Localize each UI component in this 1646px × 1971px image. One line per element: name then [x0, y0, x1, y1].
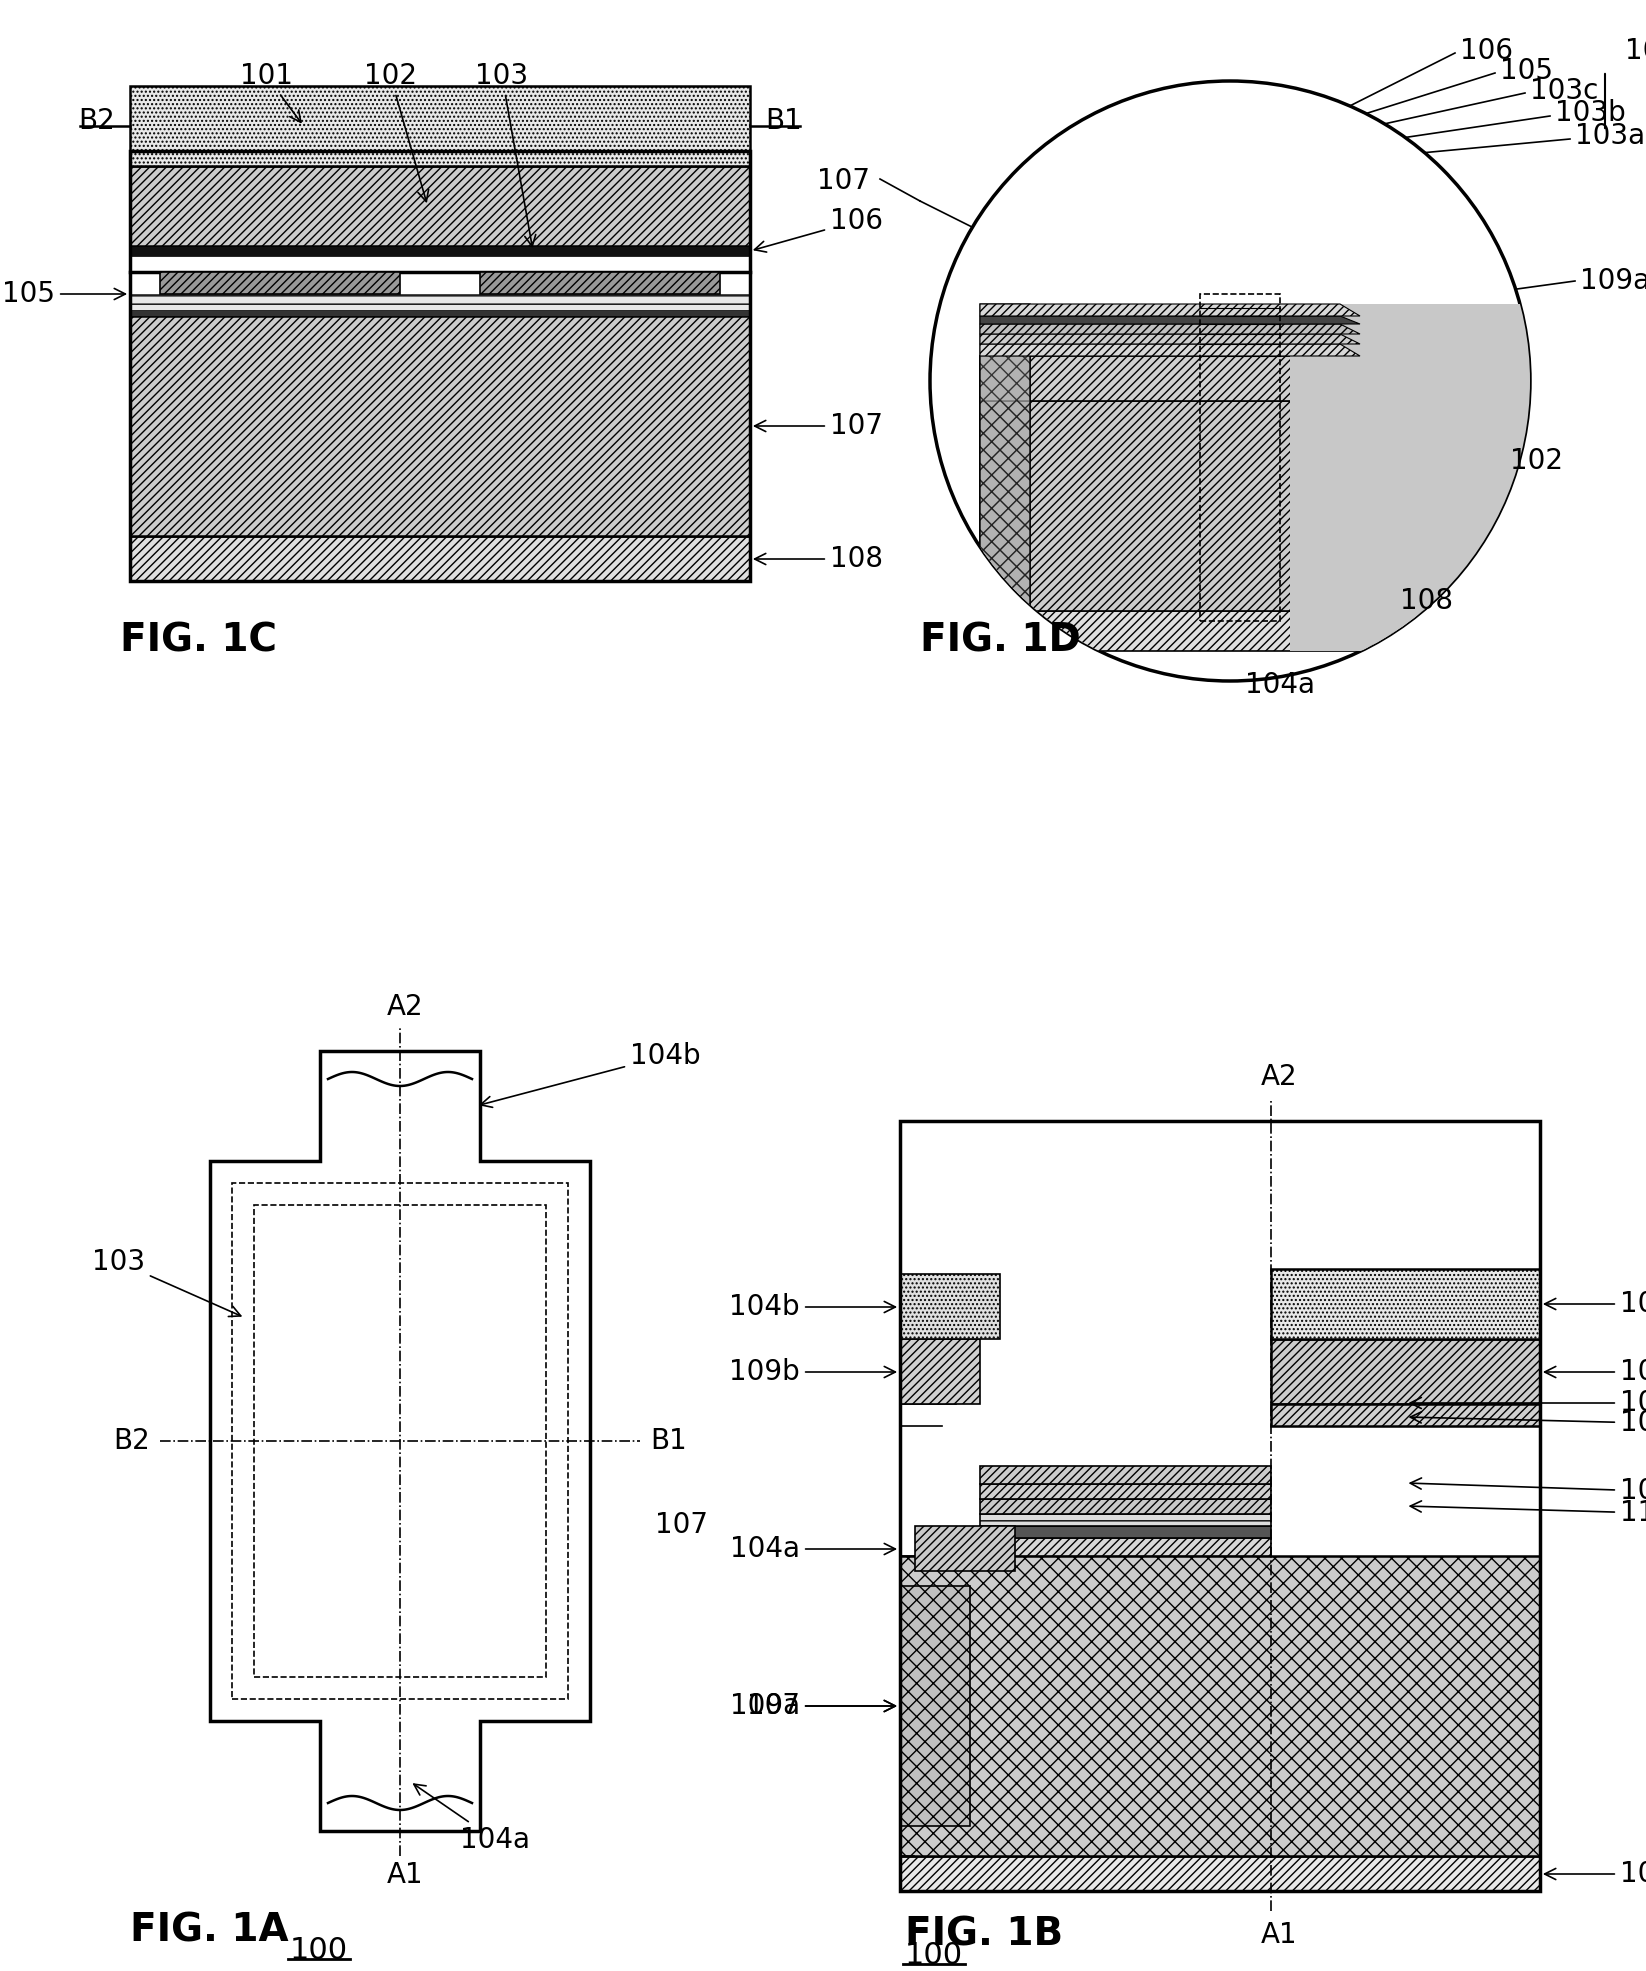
Text: 102: 102 — [1544, 1358, 1646, 1386]
Text: FIG. 1B: FIG. 1B — [905, 1916, 1063, 1953]
Bar — [130, 246, 751, 256]
Text: 107: 107 — [816, 168, 871, 195]
Bar — [130, 87, 751, 166]
Text: A2: A2 — [1261, 1062, 1297, 1092]
Bar — [979, 1500, 1271, 1514]
Text: 109a: 109a — [729, 1691, 895, 1721]
Bar — [130, 152, 751, 581]
Polygon shape — [1290, 304, 1531, 650]
Text: 103: 103 — [1625, 37, 1646, 65]
Text: 105: 105 — [2, 280, 125, 307]
Text: FIG. 1D: FIG. 1D — [920, 621, 1081, 658]
Text: B1: B1 — [650, 1427, 686, 1455]
Bar — [1271, 1403, 1541, 1425]
Polygon shape — [979, 333, 1360, 345]
Polygon shape — [979, 315, 1360, 323]
Bar — [900, 1121, 1541, 1890]
Bar — [130, 315, 751, 536]
Bar — [915, 1526, 1016, 1571]
Text: 104a: 104a — [1244, 670, 1315, 700]
Bar — [1271, 1338, 1541, 1403]
Polygon shape — [979, 345, 1360, 357]
Text: 107: 107 — [754, 412, 882, 440]
Bar — [900, 1555, 1541, 1857]
Text: 103a: 103a — [1575, 122, 1644, 150]
Polygon shape — [211, 1051, 589, 1831]
Text: A1: A1 — [1261, 1922, 1297, 1949]
Text: 107: 107 — [747, 1691, 895, 1721]
Text: 103b: 103b — [1555, 99, 1626, 126]
Polygon shape — [979, 323, 1360, 333]
Polygon shape — [979, 304, 1360, 315]
Text: 109a: 109a — [1580, 266, 1646, 296]
Text: B2: B2 — [114, 1427, 150, 1455]
Bar — [481, 272, 719, 294]
Polygon shape — [979, 400, 1030, 611]
Text: 109b: 109b — [729, 1358, 895, 1386]
Text: 106: 106 — [1460, 37, 1513, 65]
Text: 107: 107 — [655, 1512, 708, 1539]
Text: 101: 101 — [1544, 1289, 1646, 1319]
Text: 106: 106 — [754, 207, 882, 252]
Text: 104a: 104a — [729, 1535, 895, 1563]
Text: 108: 108 — [754, 546, 882, 574]
Text: B2: B2 — [79, 106, 115, 134]
Text: 102: 102 — [364, 61, 428, 201]
Text: B1: B1 — [765, 106, 802, 134]
Text: 102: 102 — [1509, 447, 1564, 475]
Text: 103: 103 — [92, 1248, 240, 1317]
Text: 104a: 104a — [413, 1784, 530, 1855]
Text: 105: 105 — [1411, 1476, 1646, 1506]
Bar — [900, 1273, 1001, 1338]
Bar — [1271, 1269, 1541, 1338]
Text: 108: 108 — [1401, 587, 1453, 615]
Text: 110: 110 — [1411, 1500, 1646, 1528]
Bar — [900, 1338, 979, 1403]
Bar — [160, 272, 400, 294]
Text: 100: 100 — [905, 1941, 963, 1969]
Bar — [130, 294, 751, 309]
Text: FIG. 1A: FIG. 1A — [130, 1912, 288, 1949]
Circle shape — [930, 81, 1531, 682]
Bar — [253, 1204, 546, 1677]
Text: 103: 103 — [476, 61, 535, 246]
Bar — [130, 309, 751, 315]
Text: 105: 105 — [1500, 57, 1552, 85]
Text: 104b: 104b — [729, 1293, 895, 1321]
Bar — [979, 1514, 1271, 1526]
Bar — [979, 1526, 1271, 1537]
Bar — [900, 1587, 969, 1825]
Bar — [979, 1484, 1271, 1500]
Polygon shape — [979, 357, 1030, 400]
Text: A2: A2 — [387, 993, 423, 1021]
Text: FIG. 1C: FIG. 1C — [120, 621, 277, 658]
Polygon shape — [979, 400, 1430, 611]
Text: 101: 101 — [240, 61, 301, 122]
Bar — [1200, 294, 1281, 621]
Bar — [900, 1857, 1541, 1890]
Bar — [232, 1183, 568, 1699]
Text: 106: 106 — [1411, 1390, 1646, 1417]
Bar — [979, 1537, 1271, 1555]
Text: 104b: 104b — [481, 1043, 701, 1108]
Bar — [130, 536, 751, 581]
Polygon shape — [979, 357, 1389, 400]
Text: 100: 100 — [290, 1936, 347, 1965]
Bar — [130, 166, 751, 246]
Text: A1: A1 — [387, 1861, 423, 1888]
Text: 103: 103 — [1411, 1409, 1646, 1437]
Polygon shape — [979, 611, 1480, 650]
Polygon shape — [979, 304, 1030, 611]
Text: 103c: 103c — [1531, 77, 1598, 104]
Text: 108: 108 — [1544, 1861, 1646, 1888]
Bar — [979, 1466, 1271, 1484]
